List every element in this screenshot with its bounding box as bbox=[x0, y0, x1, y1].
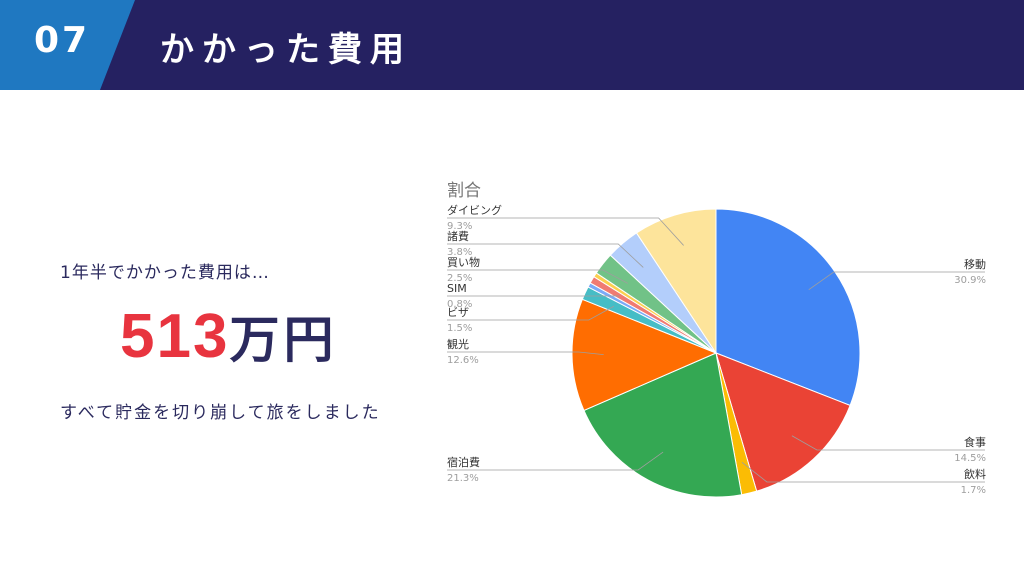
leader-line-10 bbox=[447, 243, 644, 268]
slice-label-11: ダイビング bbox=[447, 203, 502, 217]
slice-label-1: 食事 bbox=[964, 435, 986, 449]
slice-label-3: 宿泊費 bbox=[447, 455, 480, 469]
leader-line-3 bbox=[447, 451, 664, 471]
pie-slice-4 bbox=[571, 298, 718, 412]
slice-label-7: SIM bbox=[447, 282, 467, 295]
slice-percent-7: 0.8% bbox=[447, 299, 472, 310]
leader-line-11 bbox=[447, 217, 684, 246]
slice-percent-9: 2.5% bbox=[447, 273, 472, 284]
pie-slice-1 bbox=[715, 352, 851, 492]
amount-unit: 万円 bbox=[229, 311, 338, 369]
leader-line-9 bbox=[447, 269, 629, 284]
page-title: かかった費用 bbox=[160, 30, 412, 70]
leader-line-2 bbox=[741, 461, 985, 483]
slice-label-4: 観光 bbox=[447, 337, 469, 351]
header-bar: 07 かかった費用 bbox=[0, 0, 1024, 90]
leader-line-4 bbox=[447, 351, 604, 355]
slice-percent-11: 9.3% bbox=[447, 221, 472, 232]
note-text: すべて貯金を切り崩して旅をしました bbox=[60, 403, 381, 423]
section-number-badge bbox=[0, 0, 135, 90]
chart-title: 割合 bbox=[447, 181, 481, 201]
slice-percent-4: 12.6% bbox=[447, 355, 479, 366]
slice-percent-2: 1.7% bbox=[961, 485, 986, 496]
slice-label-9: 買い物 bbox=[447, 255, 480, 269]
total-amount: 513万円 bbox=[120, 300, 337, 372]
pie-slice-3 bbox=[583, 352, 743, 498]
leader-line-5 bbox=[447, 305, 615, 321]
amount-number: 513 bbox=[120, 302, 230, 371]
slice-label-5: ビザ bbox=[447, 306, 469, 319]
slice-percent-3: 21.3% bbox=[447, 473, 479, 484]
slice-label-0: 移動 bbox=[964, 257, 986, 271]
slice-label-2: 飲料 bbox=[964, 467, 986, 481]
leader-line-1 bbox=[791, 435, 985, 451]
lead-text: 1年半でかかった費用は… bbox=[60, 263, 270, 283]
leader-line-0 bbox=[808, 271, 985, 290]
section-number: 07 bbox=[34, 20, 91, 61]
slice-percent-0: 30.9% bbox=[954, 275, 986, 286]
slice-percent-1: 14.5% bbox=[954, 453, 986, 464]
pie-slice-11 bbox=[635, 208, 717, 355]
slice-percent-5: 1.5% bbox=[447, 323, 472, 334]
slice-label-10: 諸費 bbox=[447, 229, 469, 243]
slice-percent-10: 3.8% bbox=[447, 247, 472, 258]
